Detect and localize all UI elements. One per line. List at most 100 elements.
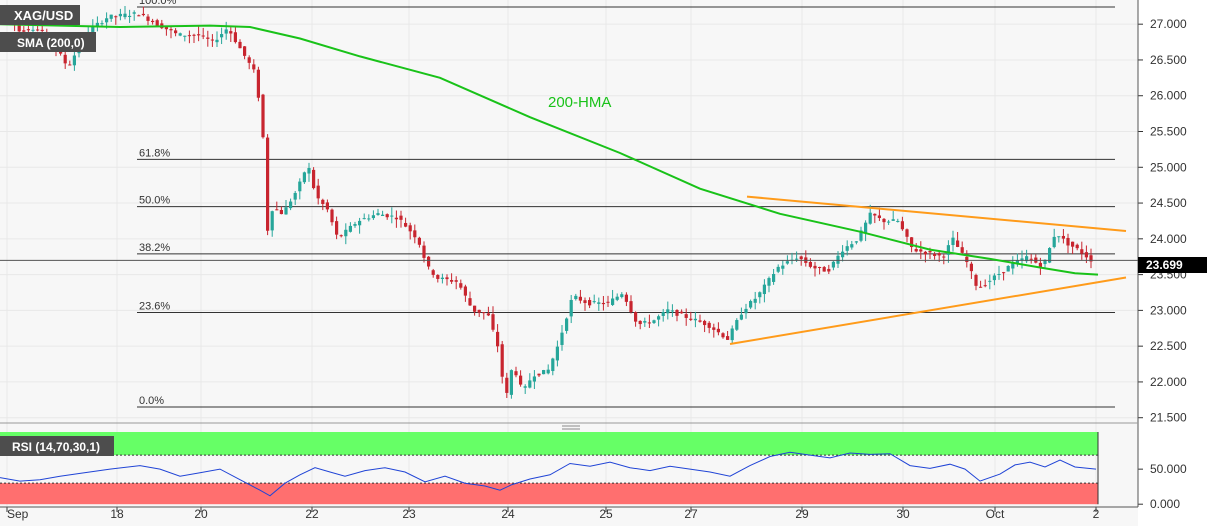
candle-body	[482, 312, 486, 314]
candle-body	[661, 312, 665, 316]
candle-body	[822, 267, 826, 272]
candle-body	[95, 22, 99, 26]
candle-body	[463, 286, 467, 296]
candle-body	[169, 29, 173, 31]
overlay-lines	[0, 23, 1138, 345]
candle-body	[500, 344, 504, 377]
rsi-y-tick-label: 0.000	[1150, 497, 1180, 511]
candle-body	[243, 46, 247, 56]
candle-body	[670, 310, 674, 312]
candle-body	[592, 301, 596, 303]
candle-body	[454, 280, 458, 282]
panel-resize-handle[interactable]	[560, 424, 582, 432]
candle-body	[275, 209, 279, 211]
y-tick-label: 22.500	[1150, 339, 1187, 353]
candle-body	[224, 29, 228, 34]
candle-body	[1075, 244, 1079, 249]
candle-body	[178, 33, 182, 36]
x-tick-label: 29	[795, 507, 809, 521]
candle-body	[588, 300, 592, 306]
candle-body	[578, 296, 582, 301]
candle-body	[266, 137, 270, 231]
candle-body	[946, 245, 950, 255]
candle-body	[896, 220, 900, 222]
candle-body	[606, 301, 610, 303]
candle-body	[229, 31, 233, 34]
y-tick-label: 22.000	[1150, 375, 1187, 389]
candle-body	[215, 39, 219, 43]
candle-body	[477, 309, 481, 313]
x-tick-label: 18	[110, 507, 124, 521]
candle-body	[1015, 259, 1019, 265]
candle-body	[795, 258, 799, 260]
candle-body	[698, 320, 702, 322]
candle-body	[307, 167, 311, 174]
x-tick-label: 22	[305, 507, 319, 521]
candle-body	[459, 283, 463, 288]
candle-body	[105, 18, 109, 23]
candle-body	[900, 221, 904, 230]
candle-body	[845, 246, 849, 251]
candle-body	[693, 318, 697, 321]
candle-body	[1089, 255, 1093, 262]
candle-body	[1084, 252, 1088, 258]
candle-body	[675, 310, 679, 316]
candle-body	[873, 213, 877, 216]
candle-body	[450, 279, 454, 282]
candle-body	[371, 215, 375, 219]
candle-body	[339, 235, 343, 237]
candle-body	[1071, 241, 1075, 247]
candle-body	[919, 249, 923, 252]
candle-body	[859, 230, 863, 241]
candle-body	[367, 218, 371, 220]
candle-body	[643, 321, 647, 323]
candle-body	[31, 29, 35, 31]
candle-body	[712, 327, 716, 330]
candle-body	[1080, 249, 1084, 254]
y-tick-label: 25.000	[1150, 160, 1187, 174]
candle-body	[937, 253, 941, 256]
candle-body	[187, 35, 191, 37]
candle-body	[293, 192, 297, 200]
triangle-trendline	[729, 276, 1127, 345]
candle-body	[330, 209, 334, 223]
candle-body	[36, 29, 40, 31]
axes-layer: Sep 18 20 22 23 24 25 27 29 30 Oct 2 21.500 22.000 22.…	[0, 0, 1187, 521]
candle-body	[270, 211, 274, 231]
symbol-label: XAG/USD	[14, 8, 73, 23]
candle-body	[109, 14, 113, 19]
candle-body	[509, 370, 513, 395]
candle-body	[905, 229, 909, 237]
candle-body	[537, 373, 541, 376]
candle-body	[785, 261, 789, 264]
candle-body	[155, 20, 159, 26]
candle-body	[192, 34, 196, 36]
y-tick-label: 27.000	[1150, 17, 1187, 31]
candle-body	[201, 35, 205, 37]
candle-body	[831, 261, 835, 268]
candle-body	[1029, 258, 1033, 260]
candle-body	[772, 273, 776, 282]
candles-layer	[8, 5, 1093, 399]
rsi-panel	[0, 432, 1099, 505]
candle-body	[17, 23, 21, 32]
candle-body	[91, 26, 95, 32]
candle-body	[151, 20, 155, 23]
candle-body	[956, 240, 960, 247]
candle-body	[634, 312, 638, 322]
candle-body	[335, 221, 339, 235]
candle-body	[813, 265, 817, 269]
candle-body	[256, 69, 260, 98]
candle-body	[279, 209, 283, 215]
candle-body	[726, 336, 730, 340]
candle-body	[758, 292, 762, 298]
fib-level-label: 38.2%	[139, 242, 170, 254]
candle-body	[776, 266, 780, 272]
y-tick-label: 24.000	[1150, 232, 1187, 246]
x-tick-label: 25	[599, 507, 613, 521]
hma-200-line	[0, 23, 1099, 276]
candle-body	[417, 237, 421, 245]
candle-body	[657, 316, 661, 320]
candle-body	[427, 256, 431, 267]
